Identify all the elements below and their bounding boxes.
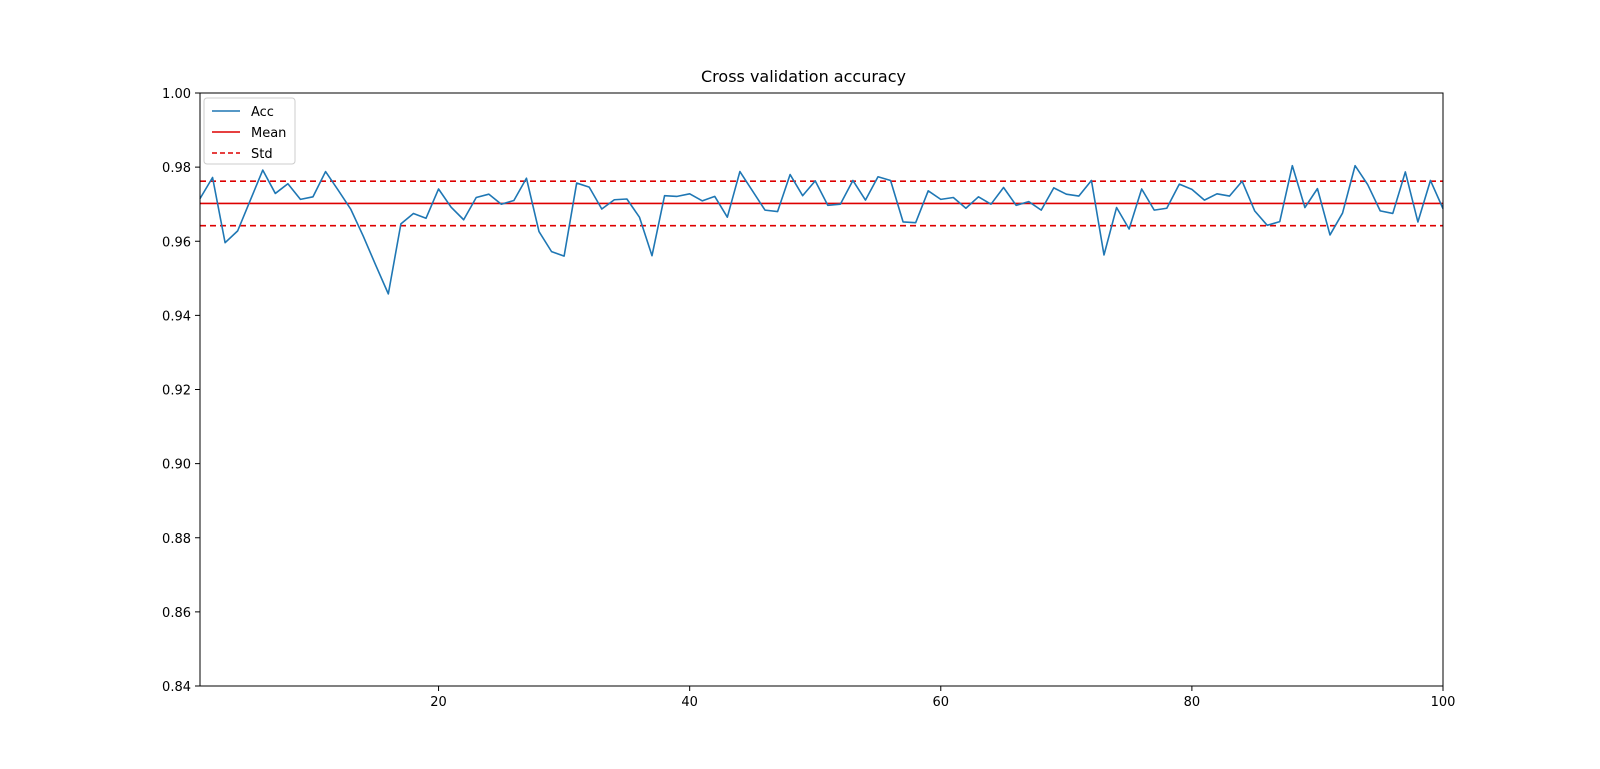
plot-area (199, 92, 1444, 687)
acc-series-line (199, 164, 1444, 295)
x-tick-label: 80 (1184, 695, 1201, 710)
y-tick-label: 0.90 (162, 458, 191, 473)
y-tick-label: 1.00 (162, 87, 191, 102)
y-tick-label: 0.92 (162, 384, 191, 399)
legend-acc-label: Acc (251, 105, 274, 120)
y-tick-label: 0.94 (162, 309, 191, 324)
y-tick-label: 0.98 (162, 161, 191, 176)
x-axis: 20 40 60 80 100 (430, 686, 1455, 710)
legend-std-label: Std (251, 147, 273, 162)
legend-mean-label: Mean (251, 126, 286, 141)
y-tick-label: 0.88 (162, 532, 191, 547)
x-tick-label: 40 (681, 695, 698, 710)
y-tick-label: 0.86 (162, 606, 191, 621)
reference-lines (200, 180, 1443, 227)
y-tick-label: 0.84 (162, 680, 191, 695)
legend-box (203, 97, 296, 165)
chart-title: Cross validation accuracy (701, 67, 906, 86)
y-axis: 0.84 0.86 0.88 0.90 0.92 0.94 0.96 0.98 1.00 (162, 87, 200, 695)
x-tick-label: 20 (430, 695, 447, 710)
acc-series-points (199, 165, 1444, 294)
y-tick-label: 0.96 (162, 235, 191, 250)
x-tick-label: 60 (933, 695, 950, 710)
legend: Acc Mean Std (203, 97, 296, 165)
x-tick-label: 100 (1431, 695, 1456, 710)
